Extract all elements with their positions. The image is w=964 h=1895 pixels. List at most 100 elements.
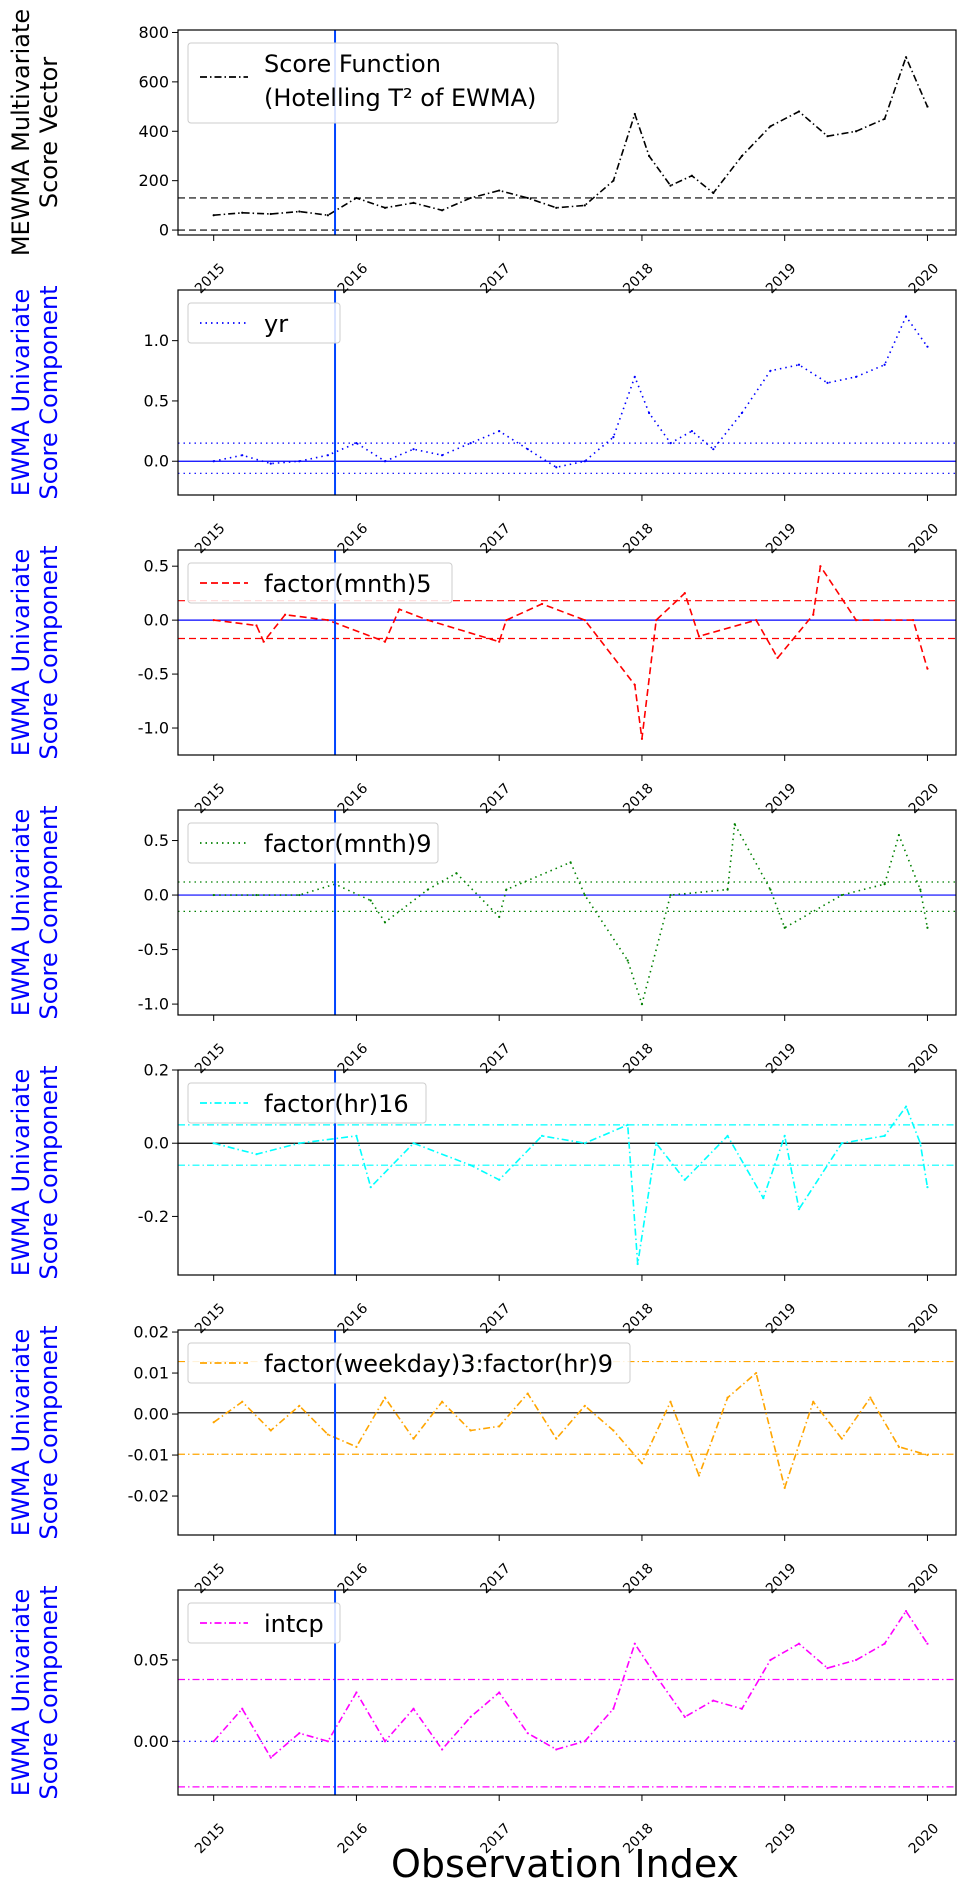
legend-box: [187, 822, 439, 864]
data-point: [583, 893, 586, 897]
data-point: [498, 640, 501, 643]
data-point: [897, 833, 900, 837]
data-point: [769, 1658, 772, 1662]
y-tick-label: -0.01: [128, 1446, 169, 1465]
plot-area-frame: [177, 809, 957, 1016]
data-point: [640, 737, 644, 740]
y-tick-label: 0.0: [144, 611, 169, 630]
y-axis-label-line: EWMA Univariate: [7, 809, 35, 1016]
y-tick-label: 0.5: [144, 831, 169, 850]
data-point: [212, 460, 215, 463]
data-point: [683, 1178, 686, 1181]
legend-label: factor(hr)16: [264, 1090, 409, 1118]
data-point: [440, 209, 444, 212]
data-point: [412, 1142, 415, 1145]
data-point: [469, 442, 472, 445]
plot-area-frame: [177, 29, 957, 236]
series-line: [213, 565, 929, 740]
data-point: [255, 893, 258, 897]
subplot-3: EWMA Univariate Score Component 0.5 0.0 -0.5…: [7, 545, 957, 818]
data-point: [655, 619, 658, 622]
data-point: [755, 1371, 758, 1375]
data-point: [383, 640, 387, 643]
y-tick-label: -0.5: [138, 665, 169, 684]
data-point: [854, 375, 858, 378]
data-point: [612, 1429, 615, 1432]
data-point: [840, 1437, 843, 1440]
x-tick-label: 2018: [620, 261, 657, 298]
data-point: [683, 592, 686, 595]
x-tick-label: 2019: [763, 781, 800, 818]
y-tick-label: 0.00: [133, 1405, 169, 1424]
x-tick-label: 2019: [763, 1561, 800, 1598]
data-point: [740, 1707, 743, 1710]
data-point: [269, 1756, 272, 1759]
subplot-4: EWMA Univariate Score Component 0.5 0.0 -0.5…: [7, 805, 957, 1077]
data-point: [241, 1400, 244, 1403]
legend-label: factor(mnth)9: [264, 830, 432, 858]
data-point: [505, 888, 508, 891]
data-point: [854, 619, 858, 622]
data-point: [740, 411, 743, 415]
plot-area-frame: [177, 289, 957, 496]
y-axis-label-line: Score Component: [35, 285, 63, 499]
data-point: [669, 184, 672, 187]
data-point: [469, 1164, 472, 1167]
y-tick-label: 800: [138, 23, 169, 42]
data-point: [583, 204, 586, 207]
data-point: [919, 888, 922, 891]
x-tick-label: 2015: [192, 261, 229, 298]
data-point: [819, 565, 822, 568]
data-point: [726, 1134, 729, 1137]
x-tick-label: 2018: [620, 521, 657, 558]
data-point: [633, 112, 636, 116]
subplot-7: EWMA Univariate Score Component 0.05 0.00 20…: [7, 1585, 957, 1857]
data-point: [783, 926, 786, 929]
data-point: [426, 888, 429, 891]
data-point: [469, 196, 472, 200]
legend-box: [187, 1602, 341, 1644]
data-point: [655, 1675, 658, 1678]
data-point: [383, 921, 387, 924]
y-tick-label: -1.0: [138, 995, 169, 1014]
data-point: [647, 154, 651, 158]
y-tick-label: 0.2: [144, 1061, 169, 1080]
legend-label: yr: [264, 310, 288, 338]
data-point: [919, 1142, 922, 1145]
data-point: [690, 429, 694, 433]
data-point: [498, 189, 501, 192]
legend-box: [187, 562, 453, 604]
data-point: [812, 613, 815, 616]
data-point: [854, 130, 858, 133]
data-point: [298, 210, 301, 213]
x-tick-label: 2018: [620, 1561, 657, 1598]
y-tick-label: 0.05: [133, 1650, 169, 1669]
data-point: [712, 1699, 715, 1702]
data-point: [540, 1134, 544, 1137]
subplot-1: MEWMA Multivariate Score Vector 0 200 400 600…: [7, 9, 957, 298]
y-tick-label: 0.5: [144, 391, 169, 410]
y-axis-label-line: EWMA Univariate: [7, 1329, 35, 1536]
data-point: [640, 1002, 644, 1006]
data-point: [212, 1142, 215, 1145]
data-point: [726, 1396, 729, 1399]
data-point: [926, 1453, 929, 1457]
legend-label: factor(weekday)3:factor(hr)9: [264, 1350, 613, 1378]
data-point: [326, 1740, 329, 1743]
data-point: [812, 1400, 815, 1403]
data-point: [255, 1153, 258, 1156]
x-tick-label: 2019: [763, 261, 800, 298]
data-point: [355, 442, 358, 445]
data-point: [412, 201, 415, 204]
data-point: [826, 1666, 829, 1670]
x-tick-label: 2020: [906, 521, 943, 558]
y-tick-label: 1.0: [144, 331, 169, 350]
data-point: [612, 179, 615, 182]
data-point: [326, 454, 329, 457]
data-point: [797, 363, 801, 366]
y-tick-label: 0.01: [133, 1364, 169, 1383]
data-point: [469, 1715, 472, 1719]
data-point: [212, 1740, 215, 1743]
x-tick-label: 2016: [335, 1040, 372, 1077]
